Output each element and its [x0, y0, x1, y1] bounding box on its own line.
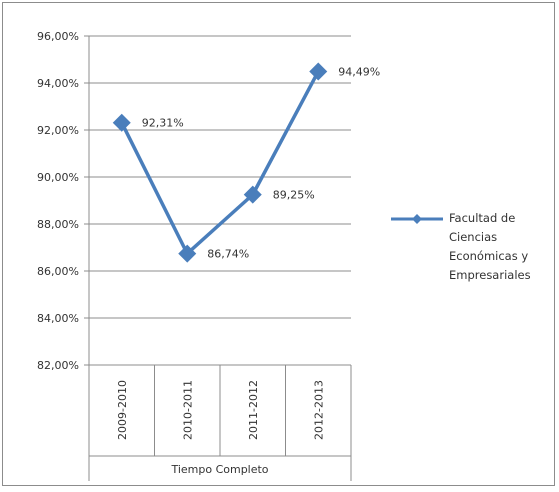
category-group-label: Tiempo Completo	[170, 463, 268, 476]
data-point-marker	[309, 62, 328, 81]
data-labels: 92,31% 86,74% 89,25% 94,49%	[142, 65, 380, 260]
chart-frame: 82,00% 84,00% 86,00% 88,00% 90,00% 92,00% 94,0…	[2, 2, 555, 486]
legend-diamond-marker	[412, 214, 422, 224]
gridlines	[89, 35, 351, 319]
y-axis-tick-label: 82,00%	[37, 359, 79, 372]
data-point-marker	[243, 185, 262, 204]
y-axis-tick-label: 92,00%	[37, 124, 79, 137]
y-axis-tick-label: 84,00%	[37, 312, 79, 325]
legend: Facultad de Ciencias Económicas y Empres…	[391, 211, 531, 282]
legend-series-name: Facultad de Ciencias Económicas y Empres…	[449, 211, 531, 282]
data-label: 94,49%	[338, 65, 380, 78]
x-axis-tick-labels: 2009-2010 2010-2011 2011-2012 2012-2013	[116, 380, 326, 440]
line-chart: 82,00% 84,00% 86,00% 88,00% 90,00% 92,00% 94,0…	[37, 30, 531, 481]
data-label: 89,25%	[273, 189, 315, 202]
y-axis-tick-labels: 82,00% 84,00% 86,00% 88,00% 90,00% 92,00% 94,0…	[37, 30, 79, 372]
y-axis-tick-label: 90,00%	[37, 171, 79, 184]
data-point-marker	[112, 113, 131, 132]
y-axis-tick-label: 86,00%	[37, 265, 79, 278]
data-point-marker	[178, 244, 197, 263]
x-axis-tick-label: 2012-2013	[312, 380, 325, 440]
series-line	[120, 70, 320, 256]
data-label: 86,74%	[207, 248, 249, 261]
x-axis-tick-label: 2010-2011	[181, 380, 194, 440]
x-axis-tick-label: 2009-2010	[116, 380, 129, 440]
data-label: 92,31%	[142, 117, 184, 130]
x-axis-tick-label: 2011-2012	[247, 380, 260, 440]
y-axis-tick-label: 94,00%	[37, 77, 79, 90]
y-axis-tick-label: 96,00%	[37, 30, 79, 43]
y-axis-tick-label: 88,00%	[37, 218, 79, 231]
series-layer	[112, 62, 328, 263]
axes	[84, 35, 352, 481]
